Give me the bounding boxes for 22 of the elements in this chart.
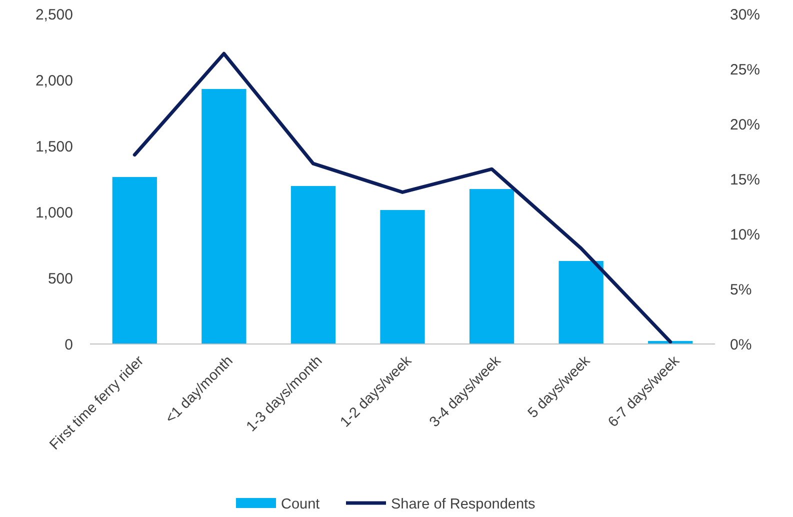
- y-tick-label: 1,500: [35, 138, 73, 156]
- bar: [112, 177, 157, 344]
- y2-tick-label: 5%: [730, 281, 752, 298]
- bar: [380, 210, 425, 344]
- y2-tick-label: 25%: [730, 61, 760, 78]
- y-tick-label: 2,500: [35, 6, 73, 24]
- y-tick-label: 500: [48, 270, 73, 288]
- y-tick-label: 1,000: [35, 204, 73, 222]
- legend-label: Share of Respondents: [391, 496, 536, 512]
- y2-tick-label: 20%: [730, 116, 760, 134]
- y-tick-label: 2,000: [35, 72, 73, 90]
- y2-tick-label: 0%: [730, 336, 752, 354]
- bar: [469, 189, 514, 344]
- bar: [202, 88, 246, 344]
- bar: [290, 186, 336, 344]
- y-tick-label: 0: [64, 336, 73, 354]
- bar: [558, 260, 604, 344]
- line-series: [132, 52, 672, 344]
- y2-tick-label: 10%: [730, 226, 760, 244]
- y2-tick-label: 30%: [730, 6, 760, 24]
- y2-tick-label: 15%: [730, 171, 760, 188]
- legend-label: Count: [281, 496, 320, 512]
